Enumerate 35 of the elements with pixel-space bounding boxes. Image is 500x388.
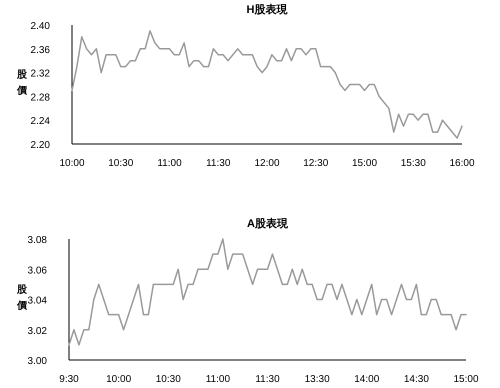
chart-title: H股表現 [246, 3, 288, 16]
x-tick-label: 11:00 [157, 158, 182, 169]
x-tick-label: 15:00 [453, 374, 479, 385]
x-tick-label: 10:30 [156, 374, 182, 385]
x-tick-label: 10:00 [106, 374, 132, 385]
y-tick-label: 2.20 [30, 140, 50, 151]
line-series [71, 30, 463, 139]
y-axis-title: 股價 [16, 284, 28, 312]
y-axis-title: 股價 [16, 68, 28, 96]
y-tick-label: 2.40 [30, 21, 50, 32]
y-tick-label: 3.04 [28, 296, 48, 306]
y-tick-label: 3.08 [28, 235, 48, 246]
y-tick-label: 3.00 [28, 356, 48, 367]
x-tick-label: 16:00 [449, 158, 475, 169]
x-tick-label: 10:00 [59, 158, 85, 169]
x-tick-label: 14:00 [354, 374, 380, 385]
x-tick-label: 11:30 [206, 158, 231, 169]
y-tick-label: 2.24 [30, 116, 50, 128]
x-tick-label: 14:30 [404, 374, 430, 385]
y-tick-label: 2.28 [30, 92, 50, 104]
line-series [68, 238, 467, 346]
y-tick-label: 3.02 [28, 326, 48, 337]
y-tick-label: 2.36 [30, 44, 50, 56]
x-tick-label: 12:00 [254, 158, 280, 169]
chart-title: A股表現 [247, 217, 289, 230]
x-tick-label: 11:00 [206, 374, 230, 385]
x-tick-label: 9:30 [59, 374, 80, 385]
x-tick-label: 11:30 [255, 374, 280, 385]
x-tick-label: 15:30 [400, 158, 426, 169]
x-tick-label: 10:30 [108, 158, 134, 169]
x-tick-label: 12:30 [303, 158, 329, 169]
x-tick-label: 15:00 [352, 158, 378, 169]
y-tick-label: 2.32 [30, 68, 50, 80]
y-tick-label: 3.06 [28, 265, 48, 276]
x-tick-label: 13:30 [304, 374, 330, 385]
